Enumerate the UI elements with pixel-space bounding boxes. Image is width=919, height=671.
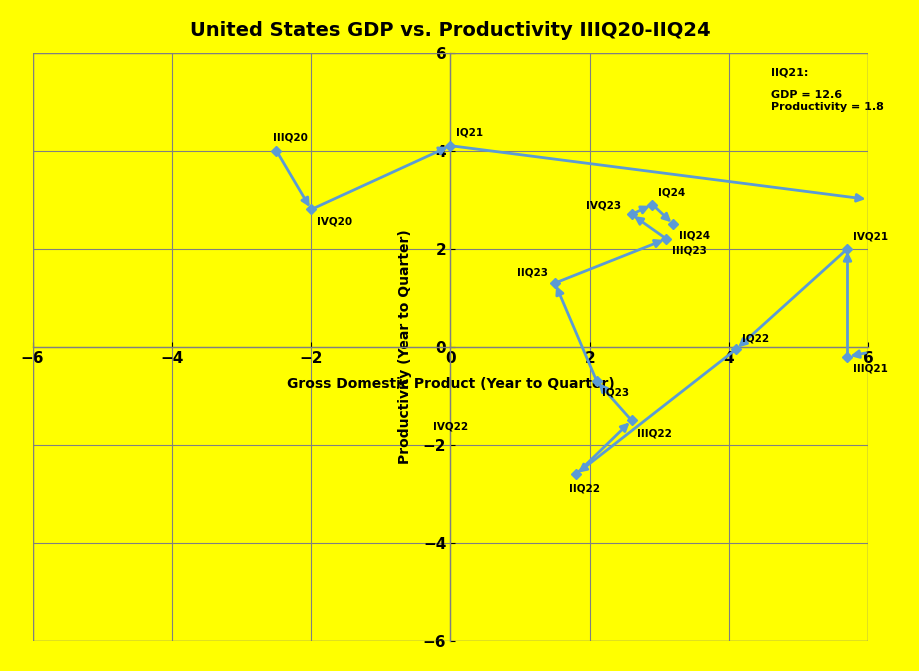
Title: United States GDP vs. Productivity IIIQ20-IIQ24: United States GDP vs. Productivity IIIQ2… (190, 21, 710, 40)
Text: IVQ23: IVQ23 (586, 201, 621, 211)
Text: IIIQ23: IIIQ23 (672, 246, 707, 256)
Text: IIIQ21: IIIQ21 (853, 364, 888, 373)
Text: IQ22: IQ22 (742, 334, 769, 344)
Text: IVQ22: IVQ22 (433, 421, 468, 431)
Text: IIQ23: IIQ23 (516, 268, 548, 278)
Text: IVQ21: IVQ21 (853, 232, 888, 242)
X-axis label: Gross Domestic Product (Year to Quarter): Gross Domestic Product (Year to Quarter) (287, 377, 615, 391)
Text: IIIQ20: IIIQ20 (273, 133, 308, 143)
Text: IQ21: IQ21 (456, 128, 483, 138)
Text: IIQ24: IIQ24 (679, 231, 710, 241)
Text: IQ24: IQ24 (658, 188, 686, 198)
Text: IQ23: IQ23 (602, 388, 630, 398)
Text: IIIQ22: IIIQ22 (637, 428, 672, 438)
Text: IIQ21:

GDP = 12.6
Productivity = 1.8: IIQ21: GDP = 12.6 Productivity = 1.8 (771, 67, 884, 112)
Text: IIQ22: IIQ22 (569, 484, 600, 494)
Y-axis label: Productivity (Year to Quarter): Productivity (Year to Quarter) (398, 229, 412, 464)
Text: IVQ20: IVQ20 (317, 216, 352, 226)
